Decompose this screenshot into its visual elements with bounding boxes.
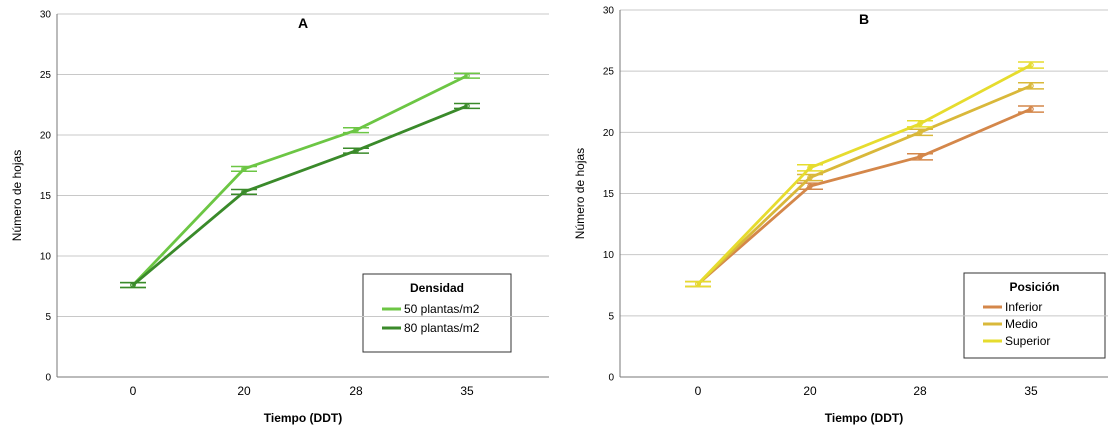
series-2 <box>685 61 1044 288</box>
legend-title: Densidad <box>410 281 464 295</box>
data-point <box>807 183 813 189</box>
series-1 <box>685 82 1044 288</box>
y-tick-label: 25 <box>603 67 615 78</box>
y-axis: 0 5 10 15 20 25 30 <box>603 6 1108 384</box>
x-tick-label: 28 <box>913 384 927 398</box>
series-1 <box>120 102 480 289</box>
series-0 <box>685 105 1044 288</box>
y-tick-label: 20 <box>40 131 52 142</box>
chart-title: A <box>298 15 308 31</box>
y-tick-label: 5 <box>608 311 614 322</box>
data-point <box>353 147 359 154</box>
data-point <box>353 127 359 133</box>
data-point <box>917 120 923 127</box>
legend-title: Posición <box>1009 280 1059 294</box>
chart-b: B Tiempo (DDT) Número de hojas Posición … <box>573 6 1108 425</box>
data-point <box>464 103 470 109</box>
legend-box <box>362 273 512 353</box>
legend-label: Superior <box>1005 334 1050 348</box>
x-tick-label: 0 <box>695 384 702 398</box>
data-point <box>1028 106 1034 112</box>
y-tick-label: 30 <box>603 6 615 17</box>
data-point <box>1028 83 1034 89</box>
y-tick-label: 20 <box>603 128 615 139</box>
series-0 <box>120 72 480 289</box>
series-line <box>697 107 1032 286</box>
legend-label: Inferior <box>1005 300 1042 314</box>
data-point <box>807 174 813 181</box>
series-line <box>696 63 1032 285</box>
y-tick-label: 0 <box>45 373 51 384</box>
legend-label: 80 plantas/m2 <box>404 321 480 335</box>
data-point <box>917 154 923 160</box>
chart-title: B <box>859 11 869 27</box>
y-tick-label: 30 <box>40 10 52 21</box>
y-axis-label: Número de hojas <box>10 150 24 241</box>
series-line <box>132 104 468 287</box>
data-point <box>241 189 247 195</box>
x-axis-label: Tiempo (DDT) <box>825 411 903 425</box>
data-point <box>464 72 470 79</box>
x-axis: 0 20 28 35 <box>695 384 1038 398</box>
x-axis: 0 20 28 35 <box>130 384 474 398</box>
data-point <box>130 282 136 288</box>
data-point <box>695 281 701 287</box>
y-tick-label: 10 <box>40 252 52 263</box>
series-line <box>131 74 468 287</box>
x-tick-label: 35 <box>1024 384 1038 398</box>
y-axis-label: Número de hojas <box>573 148 587 239</box>
x-tick-label: 28 <box>349 384 363 398</box>
x-tick-label: 0 <box>130 384 137 398</box>
y-tick-label: 15 <box>40 191 52 202</box>
y-tick-label: 0 <box>608 373 614 384</box>
data-point <box>807 165 813 171</box>
x-tick-label: 20 <box>237 384 251 398</box>
y-tick-label: 15 <box>603 189 615 200</box>
y-axis: 0 5 10 15 20 25 30 <box>40 10 549 384</box>
y-tick-label: 5 <box>45 312 51 323</box>
data-point <box>241 166 247 172</box>
x-tick-label: 35 <box>460 384 474 398</box>
x-tick-label: 20 <box>803 384 817 398</box>
y-tick-label: 25 <box>40 70 52 81</box>
chart-a: A Tiempo (DDT) Número de hojas Densidad … <box>10 10 549 425</box>
legend-label: Medio <box>1005 317 1038 331</box>
data-point <box>917 129 923 136</box>
legend-label: 50 plantas/m2 <box>404 302 480 316</box>
y-tick-label: 10 <box>603 250 615 261</box>
series-line <box>697 84 1032 286</box>
data-point <box>1028 62 1034 68</box>
x-axis-label: Tiempo (DDT) <box>264 411 342 425</box>
